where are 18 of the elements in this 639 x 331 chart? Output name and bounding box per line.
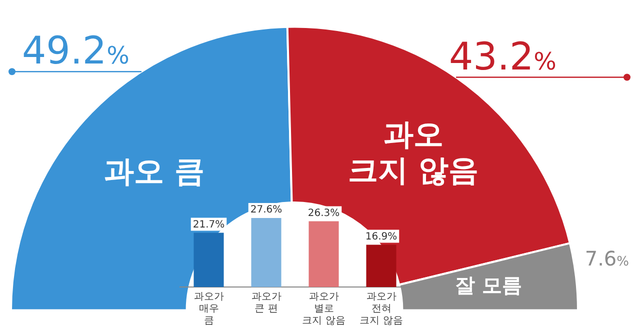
bar xyxy=(308,221,339,287)
bar xyxy=(251,218,282,287)
data-label: 27.6% xyxy=(250,204,282,216)
data-label: 7.6% xyxy=(584,246,630,270)
x-tick-label: 과오가 매우 큼 xyxy=(194,292,224,327)
x-tick-label: 과오가 전혀 크지 않음 xyxy=(360,292,403,327)
data-label: 26.3% xyxy=(308,208,340,219)
bar xyxy=(194,232,224,287)
x-tick-label: 과오가 별로 크지 않음 xyxy=(302,292,346,327)
data-label: 49.2% xyxy=(22,28,130,73)
slice-label: 과오 크지 않음 xyxy=(348,118,479,189)
slice-label: 잘 모름 xyxy=(455,273,522,298)
slice-label: 과오 큼 xyxy=(104,154,205,190)
data-label: 16.9% xyxy=(365,231,398,242)
data-label: 21.7% xyxy=(192,219,225,230)
data-label: 43.2% xyxy=(449,34,556,78)
bar xyxy=(366,244,396,287)
x-tick-label: 과오가 큰 편 xyxy=(251,292,282,315)
